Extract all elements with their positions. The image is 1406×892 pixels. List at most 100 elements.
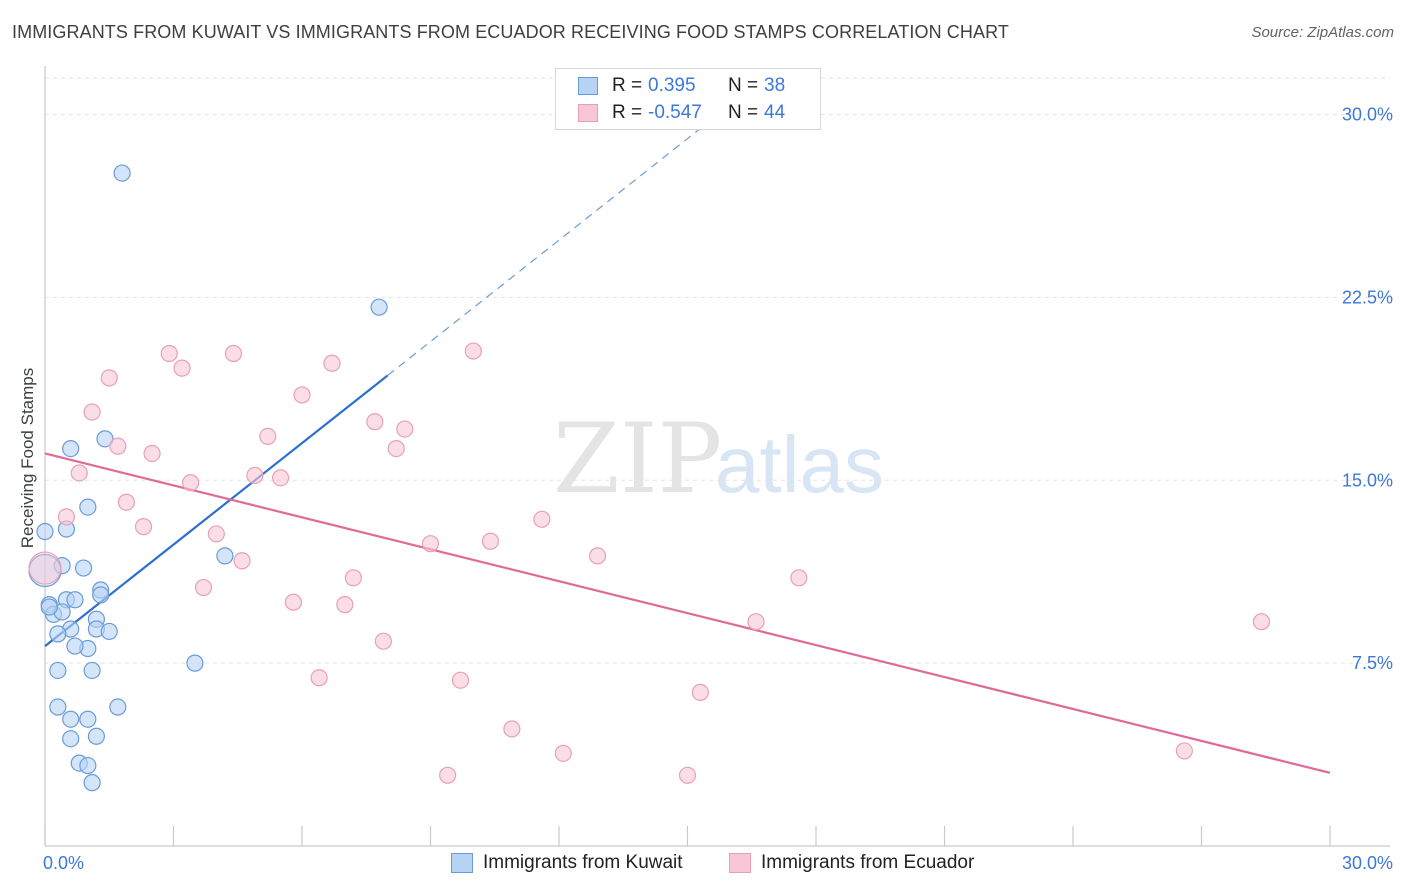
ecuador-point [588,547,607,565]
gridlines [45,77,1390,664]
ecuador-point [284,593,303,611]
kuwait-legend-swatch [451,853,473,873]
data-points [28,164,1271,792]
ecuador-point [182,474,200,492]
ecuador-point [109,437,127,455]
legend-label-ecuador: Immigrants from Ecuador [761,852,975,873]
kuwait-point [40,598,58,616]
ecuador-trend-line [44,452,1331,774]
ecuador-point [336,596,354,614]
ecuador-point [100,369,118,387]
series-legend: Immigrants from Kuwait Immigrants from E… [0,852,1406,876]
kuwait-point [49,625,67,643]
r-value: -0.547 [648,102,702,123]
kuwait-point [370,298,388,316]
y-tick-label: 22.5% [1342,287,1393,307]
kuwait-point [49,661,67,680]
legend-item-ecuador[interactable]: Immigrants from Ecuador [729,852,974,874]
n-value: 44 [764,102,786,123]
kuwait-point [92,586,110,604]
kuwait-point [79,498,97,516]
kuwait-point [83,661,101,680]
kuwait-point [87,727,106,745]
watermark-zip: ZIP [553,403,722,515]
n-label: N = [728,75,759,96]
ecuador-point [143,444,161,463]
y-tick-label: 30.0% [1342,105,1393,125]
stats-legend: R = 0.395 N = 38 R = -0.547 N = 44 [555,68,821,130]
ecuador-legend-swatch [729,853,751,873]
ecuador-point [271,469,290,487]
stats-legend-row-ecuador: R = -0.547 N = 44 [578,101,785,125]
ecuador-point [117,493,135,511]
ecuador-point [533,510,551,528]
n-value: 38 [764,75,786,96]
axes [44,66,1390,847]
r-value: 0.395 [648,75,696,96]
ecuador-point [678,766,697,784]
ecuador-point [224,344,243,363]
ecuador-point [28,551,62,585]
ecuador-point [481,532,500,550]
ecuador-point [194,578,213,597]
kuwait-trend-extension [387,104,731,376]
ecuador-point [1252,613,1271,631]
kuwait-swatch [578,77,598,95]
ecuador-point [790,569,808,587]
ecuador-point [134,518,153,536]
ecuador-point [503,720,521,738]
r-label: R = [612,102,643,123]
watermark: ZIP atlas [553,403,884,515]
ecuador-point [691,683,709,702]
ecuador-point [374,632,392,650]
ecuador-point [173,359,191,377]
r-label: R = [612,75,643,96]
kuwait-point [36,522,54,541]
kuwait-point [79,710,97,728]
kuwait-point [96,430,114,448]
kuwait-point [74,559,93,577]
x-tick-label: 0.0% [43,853,84,873]
ecuador-point [83,403,101,421]
ecuador-point [207,525,225,543]
y-tick-label: 15.0% [1342,470,1393,490]
kuwait-point [113,164,131,182]
ecuador-point [464,342,482,360]
watermark-atlas: atlas [715,420,884,509]
kuwait-point [83,774,101,792]
kuwait-point [186,654,204,672]
ecuador-point [259,427,277,445]
ecuador-point [421,535,440,553]
ecuador-point [57,508,76,526]
ecuador-point [366,413,384,431]
chart-title: IMMIGRANTS FROM KUWAIT VS IMMIGRANTS FRO… [12,22,1009,42]
ecuador-swatch [578,104,598,122]
tick-labels: 7.5% 15.0% 22.5% 30.0% 0.0% 30.0% [43,105,1393,873]
ecuador-point [293,386,311,404]
ecuador-point [554,744,572,762]
legend-label-kuwait: Immigrants from Kuwait [483,852,683,873]
kuwait-point [49,698,67,716]
kuwait-point [100,622,118,641]
y-axis-title: Receiving Food Stamps [18,367,37,549]
ecuador-point [70,464,88,482]
stats-legend-row-kuwait: R = 0.395 N = 38 [578,74,785,98]
trend-lines [44,104,1331,774]
ecuador-point [396,420,414,438]
ecuador-point [160,344,178,363]
source-label: Source: ZipAtlas.com [1251,24,1394,41]
kuwait-point [66,591,84,609]
ecuador-point [310,669,328,687]
kuwait-point [62,439,80,458]
y-tick-label: 7.5% [1352,653,1393,673]
ecuador-point [233,552,251,570]
ecuador-point [387,439,405,458]
x-tick-label: 30.0% [1342,853,1393,873]
ecuador-point [323,354,341,372]
ecuador-point [451,671,470,689]
kuwait-point [62,730,80,748]
kuwait-point [109,698,127,716]
kuwait-point [66,637,84,655]
legend-item-kuwait[interactable]: Immigrants from Kuwait [451,852,683,874]
